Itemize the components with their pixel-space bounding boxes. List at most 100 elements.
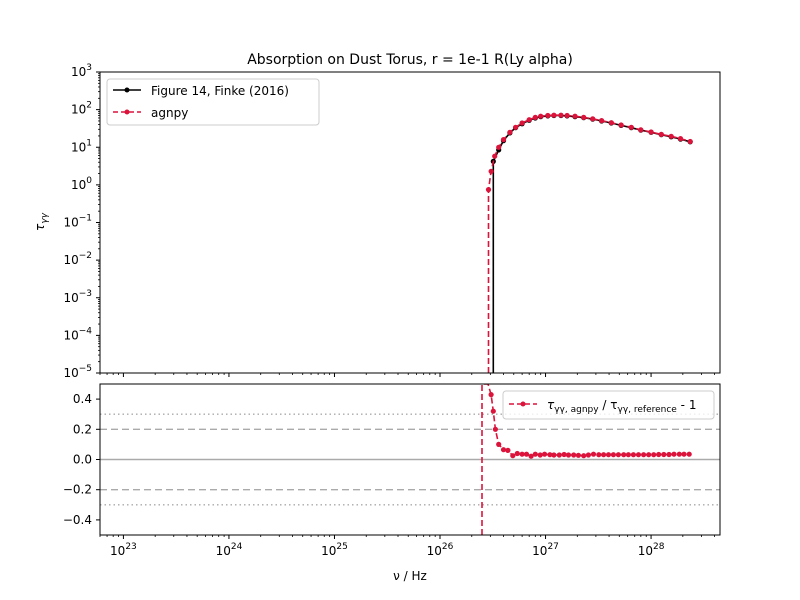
- data-point-agnpy: [618, 122, 624, 128]
- top-plot-area: [485, 112, 693, 373]
- data-point-ratio: [585, 452, 592, 458]
- data-point-ratio: [666, 451, 672, 458]
- data-point-ratio: [490, 408, 496, 414]
- data-point-ratio: [528, 453, 534, 459]
- data-point-agnpy: [638, 127, 644, 133]
- data-point-agnpy: [526, 117, 532, 123]
- data-point-ratio: [596, 452, 602, 458]
- data-point-ratio: [615, 452, 622, 458]
- chart-title: Absorption on Dust Torus, r = 1e-1 R(Ly …: [247, 52, 573, 68]
- data-point-agnpy: [564, 112, 570, 119]
- top-x-ticks: [99, 373, 716, 377]
- top-y-tick-label: 10−2: [63, 251, 92, 267]
- bottom-y-tick-label: 0.4: [73, 392, 92, 406]
- top-y-tick-label: 10−3: [63, 289, 92, 305]
- bottom-plot-area: [100, 384, 720, 535]
- data-point-ratio: [488, 392, 494, 398]
- data-point-ratio: [542, 451, 548, 457]
- x-tick-label: 1028: [638, 542, 665, 558]
- legend-marker-finke: [124, 87, 130, 93]
- data-point-ratio: [532, 451, 538, 457]
- bottom-panel: 0.40.20.0−0.2−0.4 1023 1024 1025 1026 1027 10…: [63, 383, 721, 583]
- data-point-ratio: [492, 426, 498, 432]
- data-point-ratio: [656, 451, 662, 458]
- data-point-agnpy: [492, 153, 498, 159]
- top-y-axis-title: τγγ: [33, 212, 50, 231]
- data-point-ratio: [681, 451, 687, 457]
- data-point-agnpy: [608, 120, 614, 126]
- top-y-tick-label: 102: [71, 101, 92, 117]
- data-point-ratio: [646, 452, 652, 458]
- data-point-agnpy: [658, 131, 664, 137]
- data-point-ratio: [630, 452, 637, 458]
- data-point-ratio: [590, 451, 597, 457]
- data-point-ratio: [537, 452, 543, 458]
- data-point-agnpy: [551, 112, 557, 118]
- data-point-agnpy: [485, 187, 492, 193]
- data-point-ratio: [610, 452, 617, 458]
- top-y-tick-label: 103: [71, 63, 92, 79]
- top-y-tick-label: 10−5: [63, 364, 92, 380]
- data-point-ratio: [571, 452, 577, 458]
- legend-marker-ratio: [520, 401, 526, 407]
- bottom-x-axis: 1023 1024 1025 1026 1027 1028: [99, 535, 716, 558]
- data-point-agnpy: [532, 114, 538, 120]
- data-point-agnpy: [581, 114, 587, 120]
- bottom-y-tick-label: 0.0: [73, 453, 92, 467]
- data-point-agnpy: [558, 112, 564, 118]
- data-point-agnpy: [648, 129, 654, 135]
- data-point-agnpy: [572, 113, 578, 119]
- data-point-ratio: [514, 450, 520, 457]
- data-point-ratio: [547, 452, 553, 458]
- bottom-legend: τγγ, agnpy / τγγ, reference - 1: [502, 390, 715, 420]
- data-point-ratio: [523, 451, 530, 457]
- data-point-agnpy: [507, 129, 513, 135]
- data-point-ratio: [565, 452, 572, 458]
- data-point-ratio: [635, 452, 642, 458]
- data-point-ratio: [500, 447, 507, 453]
- data-point-ratio: [575, 452, 582, 458]
- x-tick-label: 1024: [216, 542, 243, 558]
- top-y-tick-label: 101: [71, 138, 92, 154]
- data-point-agnpy: [677, 136, 684, 142]
- data-point-agnpy: [519, 120, 525, 126]
- x-tick-label: 1027: [532, 542, 559, 558]
- data-point-agnpy: [628, 124, 634, 130]
- top-legend-box: [106, 78, 320, 126]
- data-point-ratio: [601, 452, 607, 458]
- legend-label-ratio: τγγ, agnpy / τγγ, reference - 1: [547, 398, 696, 415]
- top-y-tick-label: 10−4: [63, 326, 92, 342]
- data-point-ratio: [625, 452, 632, 458]
- top-panel: 103 102 101 100 10−1 10−2 10−3 10−4 10−5 τγγ Fig…: [33, 63, 721, 380]
- data-point-ratio: [556, 452, 562, 458]
- x-axis-title: ν / Hz: [393, 569, 427, 583]
- data-point-ratio: [621, 452, 627, 458]
- data-point-agnpy: [590, 116, 596, 122]
- data-point-agnpy: [513, 124, 519, 130]
- legend-marker-agnpy: [124, 109, 130, 115]
- bottom-y-axis: 0.4 0.2 0.0 −0.2 −0.4: [63, 392, 100, 527]
- data-point-agnpy: [496, 144, 502, 150]
- bottom-y-tick-label: 0.2: [73, 422, 92, 436]
- data-point-agnpy: [488, 168, 494, 174]
- data-point-ratio: [605, 452, 612, 458]
- x-tick-label: 1025: [321, 542, 348, 558]
- top-legend: Figure 14, Finke (2016) agnpy: [106, 78, 320, 126]
- data-point-ratio: [510, 453, 516, 459]
- top-y-tick-label: 100: [71, 176, 92, 192]
- data-point-ratio: [581, 453, 587, 459]
- top-y-tick-label: 10−1: [63, 214, 92, 230]
- bottom-y-tick-label: −0.4: [63, 513, 92, 527]
- data-point-ratio: [641, 452, 647, 458]
- data-point-ratio: [661, 451, 667, 458]
- data-point-ratio: [686, 451, 692, 457]
- x-tick-label: 1023: [110, 542, 137, 558]
- legend-label-agnpy: agnpy: [151, 106, 188, 120]
- data-point-agnpy: [538, 113, 544, 119]
- data-point-ratio: [671, 451, 677, 457]
- x-tick-label: 1026: [427, 542, 454, 558]
- data-point-agnpy: [687, 138, 693, 145]
- top-y-axis: 103 102 101 100 10−1 10−2 10−3 10−4 10−5: [63, 63, 100, 380]
- bottom-y-tick-label: −0.2: [63, 483, 92, 497]
